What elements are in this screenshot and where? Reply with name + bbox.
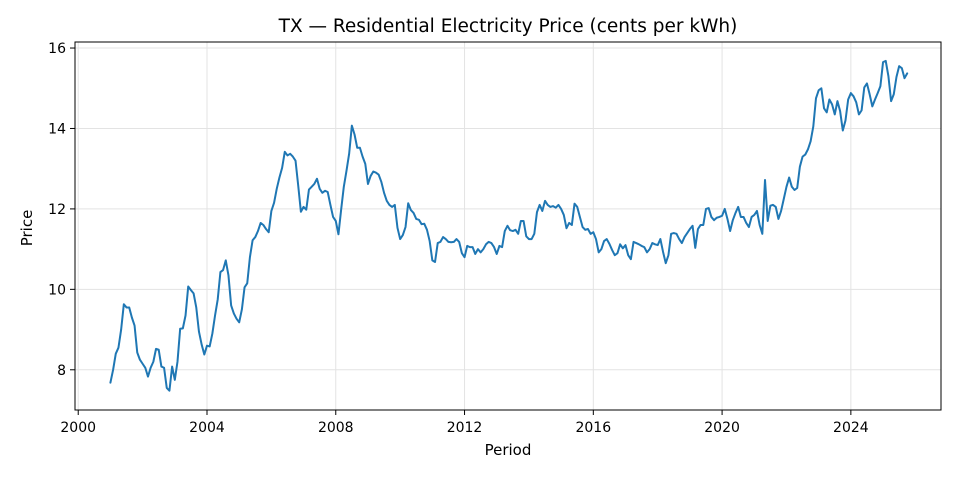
x-axis: 2000 2004 2008 2012 2016 2020 2024 (60, 410, 869, 436)
x-tick-label: 2004 (189, 420, 225, 436)
gridlines (75, 42, 941, 410)
chart-title: TX — Residential Electricity Price (cent… (278, 16, 738, 37)
y-tick-label: 10 (48, 282, 66, 298)
y-tick-label: 16 (48, 41, 66, 57)
y-axis-label: Price (18, 210, 36, 247)
series-layer (109, 59, 909, 392)
x-tick-label: 2024 (833, 420, 869, 436)
x-tick-label: 2016 (575, 420, 611, 436)
x-tick-label: 2020 (704, 420, 740, 436)
plot-frame (74, 41, 942, 411)
series-line-0 (109, 59, 909, 392)
x-tick-label: 2000 (60, 420, 96, 436)
y-tick-label: 12 (48, 202, 66, 218)
y-axis: 8 10 12 14 16 (48, 41, 75, 379)
y-tick-label: 14 (48, 121, 66, 137)
x-axis-label: Period (485, 441, 532, 459)
x-tick-label: 2012 (447, 420, 483, 436)
y-tick-label: 8 (57, 363, 66, 379)
x-tick-label: 2008 (318, 420, 354, 436)
